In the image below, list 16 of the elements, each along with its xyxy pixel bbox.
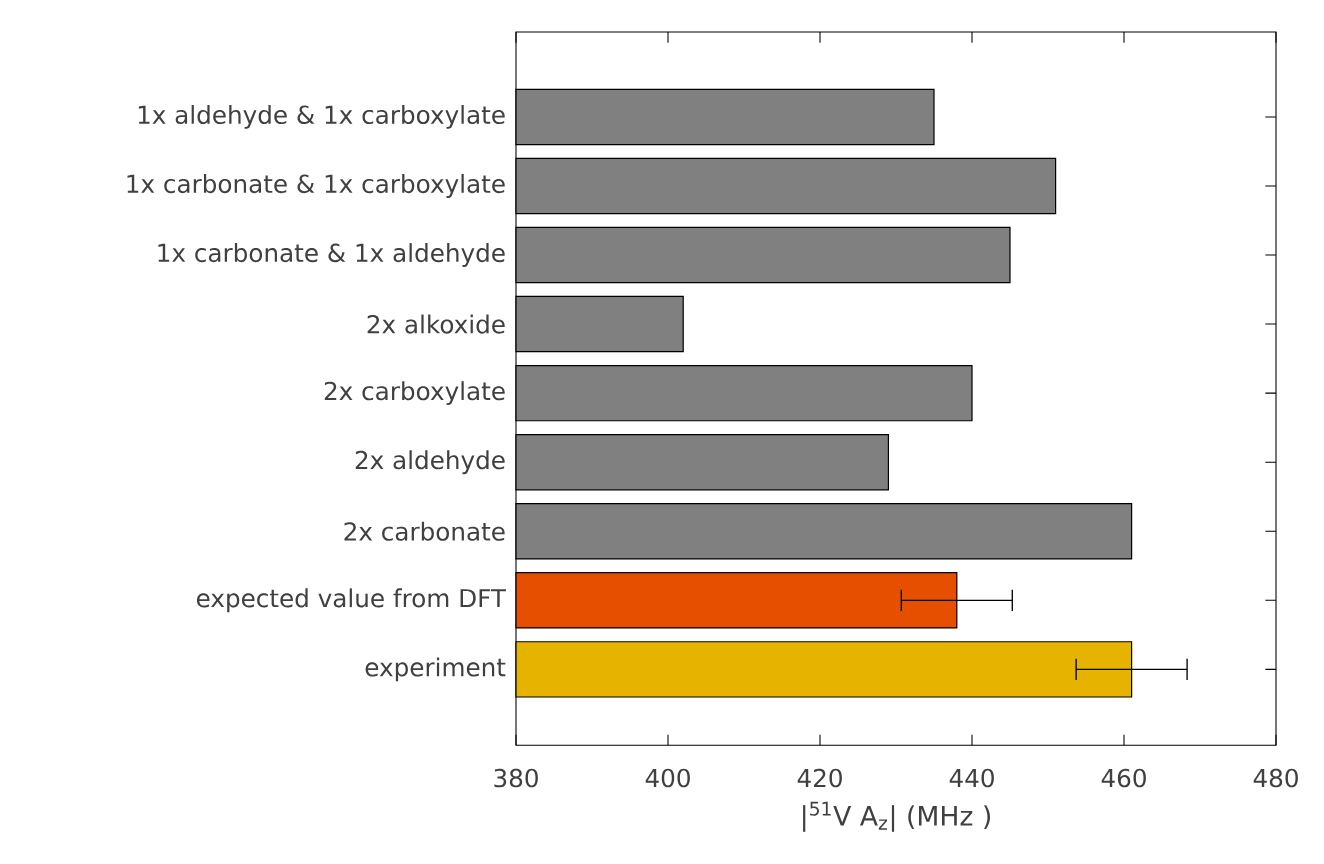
x-tick-label: 480	[1253, 768, 1298, 788]
x-tick-label: 400	[645, 768, 690, 788]
x-tick-label: 380	[494, 768, 538, 788]
y-tick-label: 2x carbonate	[344, 521, 505, 541]
y-tick-label: 2x carboxylate	[324, 381, 505, 406]
y-tick-label: 1x aldehyde & 1x carboxylate	[138, 104, 505, 129]
x-axis-title: |$^{51}$V A$_{z}$| (MHz )	[803, 801, 991, 832]
y-tick-label: 1x carbonate & 1x carboxylate	[127, 174, 505, 198]
y-tick-label: 2x alkoxide	[367, 314, 505, 334]
x-tick-label: 440	[949, 768, 994, 788]
y-tick-label: expected value from DFT	[196, 588, 507, 613]
x-tick-label: 460	[1101, 768, 1146, 788]
y-tick-label: experiment	[365, 657, 506, 682]
y-tick-label: 1x carbonate & 1x aldehyde	[158, 243, 505, 267]
y-tick-label: 2x aldehyde	[355, 450, 505, 475]
x-tick-label: 420	[797, 768, 842, 788]
